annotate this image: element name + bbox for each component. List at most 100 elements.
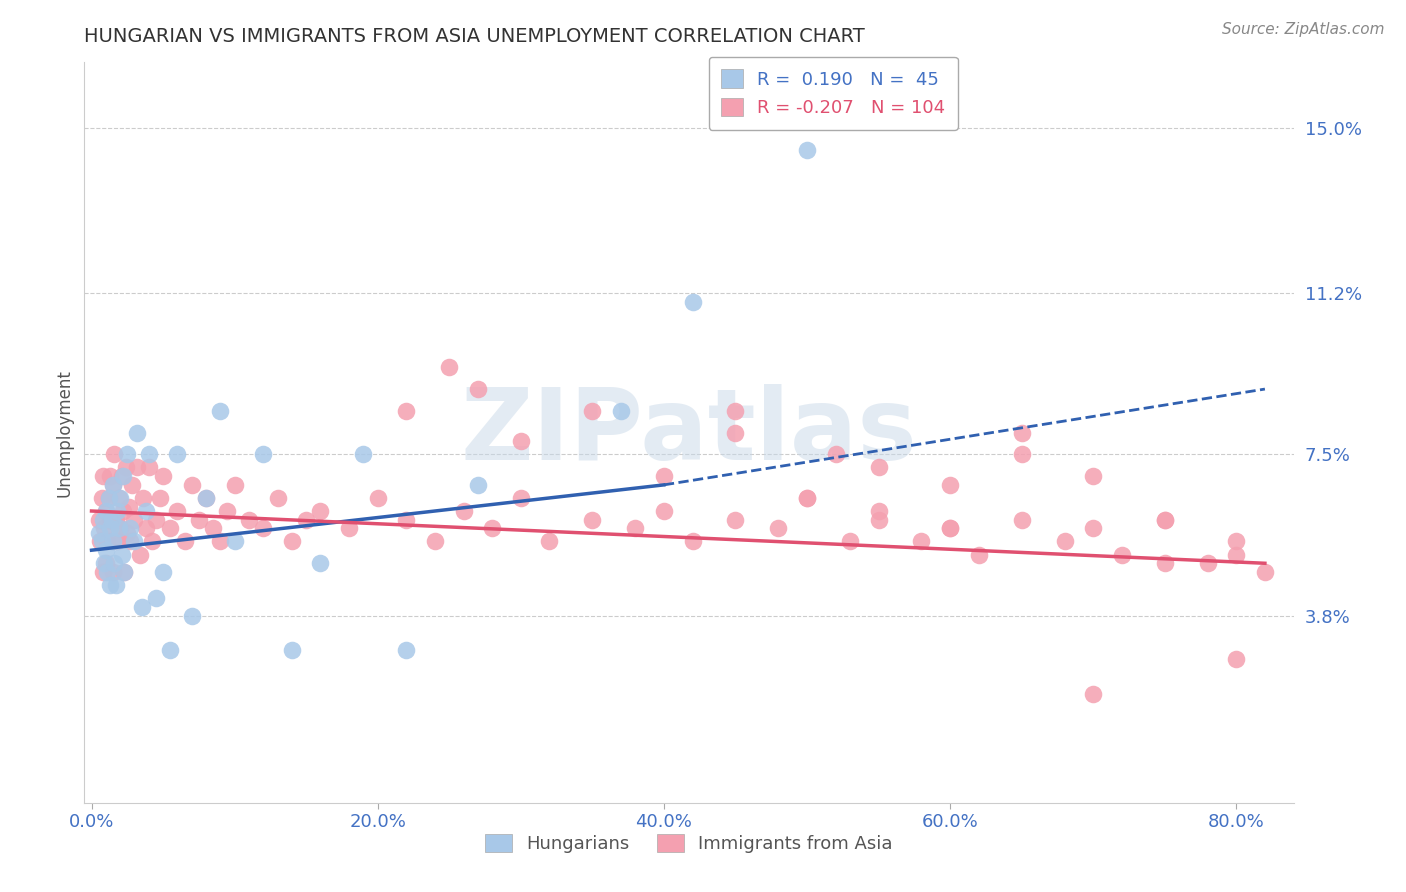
- Point: [115, 460, 138, 475]
- Point: [352, 447, 374, 461]
- Point: [281, 643, 304, 657]
- Point: [159, 521, 181, 535]
- Point: [124, 513, 146, 527]
- Point: [309, 556, 332, 570]
- Point: [838, 534, 860, 549]
- Point: [309, 504, 332, 518]
- Point: [266, 491, 288, 505]
- Point: [104, 578, 127, 592]
- Point: [110, 548, 132, 562]
- Text: ZIPatlas: ZIPatlas: [461, 384, 917, 481]
- Point: [624, 521, 647, 535]
- Point: [135, 521, 157, 535]
- Point: [724, 513, 747, 527]
- Point: [112, 565, 135, 579]
- Point: [127, 425, 149, 440]
- Point: [110, 469, 132, 483]
- Point: [224, 534, 246, 549]
- Point: [1153, 556, 1175, 570]
- Point: [395, 643, 418, 657]
- Point: [868, 513, 890, 527]
- Point: [581, 404, 603, 418]
- Text: Source: ZipAtlas.com: Source: ZipAtlas.com: [1222, 22, 1385, 37]
- Point: [145, 513, 167, 527]
- Point: [111, 469, 134, 483]
- Point: [98, 513, 121, 527]
- Point: [120, 521, 142, 535]
- Point: [939, 521, 962, 535]
- Point: [94, 543, 117, 558]
- Point: [100, 513, 122, 527]
- Point: [101, 478, 124, 492]
- Point: [395, 404, 418, 418]
- Point: [101, 478, 124, 492]
- Point: [97, 491, 120, 505]
- Point: [796, 143, 818, 157]
- Point: [724, 425, 747, 440]
- Point: [131, 599, 153, 614]
- Point: [1053, 534, 1076, 549]
- Point: [224, 478, 246, 492]
- Point: [187, 513, 209, 527]
- Point: [238, 513, 260, 527]
- Point: [96, 534, 118, 549]
- Point: [439, 360, 461, 375]
- Point: [166, 447, 188, 461]
- Point: [145, 591, 167, 606]
- Point: [868, 460, 890, 475]
- Point: [1011, 447, 1033, 461]
- Point: [103, 447, 125, 461]
- Point: [87, 525, 110, 540]
- Point: [481, 521, 503, 535]
- Point: [105, 534, 128, 549]
- Point: [453, 504, 475, 518]
- Point: [724, 404, 747, 418]
- Point: [1011, 513, 1033, 527]
- Point: [610, 404, 633, 418]
- Point: [91, 565, 114, 579]
- Point: [152, 469, 174, 483]
- Point: [135, 504, 157, 518]
- Text: HUNGARIAN VS IMMIGRANTS FROM ASIA UNEMPLOYMENT CORRELATION CHART: HUNGARIAN VS IMMIGRANTS FROM ASIA UNEMPL…: [84, 27, 865, 45]
- Point: [509, 491, 531, 505]
- Point: [824, 447, 846, 461]
- Point: [652, 504, 675, 518]
- Point: [1153, 513, 1175, 527]
- Point: [108, 521, 131, 535]
- Point: [682, 295, 704, 310]
- Point: [97, 491, 120, 505]
- Point: [129, 548, 152, 562]
- Point: [252, 447, 274, 461]
- Point: [132, 491, 155, 505]
- Point: [112, 565, 135, 579]
- Point: [91, 513, 114, 527]
- Point: [252, 521, 274, 535]
- Point: [159, 643, 181, 657]
- Point: [939, 521, 962, 535]
- Point: [1083, 687, 1105, 701]
- Point: [104, 513, 127, 527]
- Point: [90, 534, 112, 549]
- Point: [295, 513, 318, 527]
- Point: [89, 534, 111, 549]
- Point: [111, 504, 134, 518]
- Point: [98, 578, 121, 592]
- Y-axis label: Unemployment: Unemployment: [55, 368, 73, 497]
- Point: [395, 513, 418, 527]
- Point: [281, 534, 304, 549]
- Point: [337, 521, 360, 535]
- Point: [209, 534, 232, 549]
- Point: [141, 534, 163, 549]
- Point: [138, 460, 160, 475]
- Point: [118, 500, 141, 514]
- Point: [173, 534, 195, 549]
- Point: [93, 556, 115, 570]
- Point: [1083, 469, 1105, 483]
- Point: [166, 504, 188, 518]
- Point: [195, 491, 218, 505]
- Point: [100, 534, 122, 549]
- Legend: Hungarians, Immigrants from Asia: Hungarians, Immigrants from Asia: [478, 827, 900, 861]
- Point: [93, 521, 115, 535]
- Point: [108, 491, 131, 505]
- Point: [581, 513, 603, 527]
